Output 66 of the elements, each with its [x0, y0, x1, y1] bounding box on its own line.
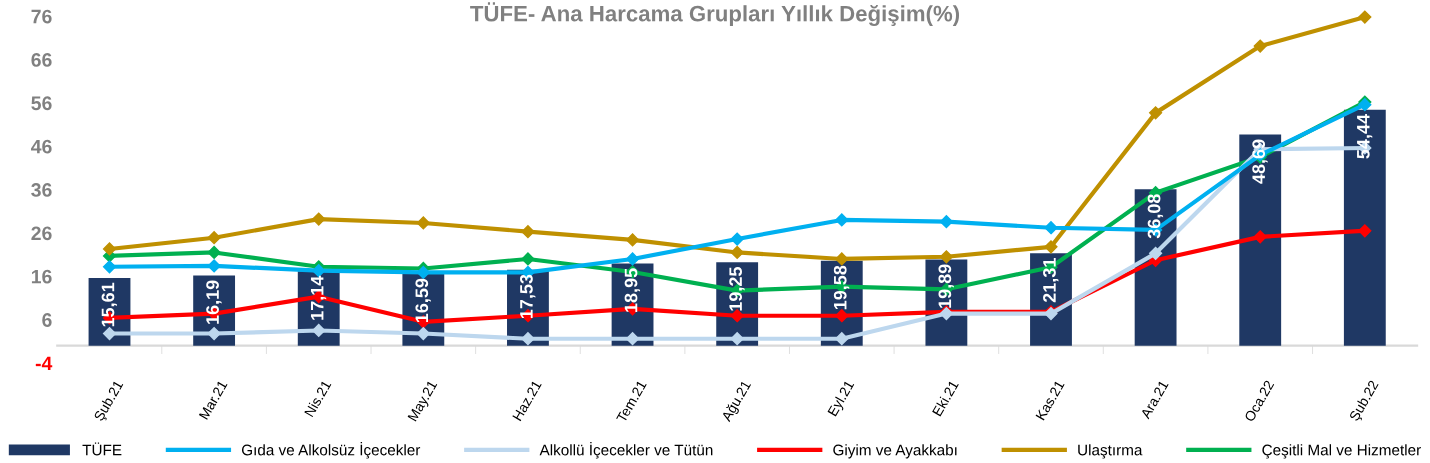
- point: [416, 265, 430, 279]
- data-label: 19,25: [729, 267, 745, 311]
- point: [939, 215, 953, 229]
- point: [102, 260, 117, 274]
- point: [835, 309, 849, 323]
- point: [207, 231, 221, 245]
- data-label: 48,69: [1252, 139, 1268, 184]
- point: [939, 250, 953, 264]
- point: [521, 332, 535, 346]
- point: [625, 233, 640, 247]
- point: [835, 213, 849, 227]
- y-tick-label: 16: [31, 269, 52, 284]
- point: [312, 323, 326, 338]
- point: [207, 326, 221, 341]
- chart-title: TÜFE- Ana Harcama Grupları Yıllık Değişim(%): [470, 2, 960, 26]
- y-tick-label: 6: [42, 313, 52, 327]
- point: [835, 252, 849, 266]
- data-label: 17,53: [520, 274, 536, 319]
- data-label: 54,44: [1357, 114, 1373, 159]
- bar: [1343, 109, 1386, 346]
- point: [416, 326, 430, 341]
- point: [521, 252, 535, 266]
- point: [730, 245, 744, 260]
- point: [312, 212, 326, 226]
- data-label: 16,19: [206, 280, 222, 324]
- point: [1044, 240, 1058, 254]
- legend-label: TÜFE: [82, 442, 122, 456]
- y-tick-label: 46: [31, 139, 52, 154]
- point: [730, 332, 744, 346]
- point: [1253, 39, 1267, 53]
- point: [416, 216, 430, 230]
- data-label: 15,61: [101, 282, 117, 327]
- point: [1253, 230, 1267, 244]
- legend-label: Alkollü İçecekler ve Tütün: [539, 442, 713, 459]
- point: [102, 242, 117, 256]
- data-label: 19,58: [833, 265, 850, 310]
- point: [730, 232, 744, 246]
- legend-label: Giyim ve Ayakkabı: [833, 444, 957, 459]
- point: [1149, 106, 1163, 120]
- bar: [1239, 134, 1282, 346]
- data-label: 18,95: [624, 268, 641, 312]
- y-tick-label: 36: [31, 183, 52, 197]
- point: [207, 259, 221, 273]
- y-tick-label: 26: [31, 226, 52, 241]
- point: [1044, 221, 1058, 235]
- y-tick-label: 76: [31, 9, 52, 24]
- point: [625, 252, 640, 266]
- point: [207, 245, 221, 260]
- data-label: 21,31: [1043, 258, 1059, 303]
- y-tick-label: -4: [35, 356, 53, 371]
- legend-label: Ulaştırma: [1078, 444, 1143, 459]
- data-label: 36,08: [1147, 194, 1164, 239]
- point: [1149, 246, 1163, 260]
- data-label: 19,89: [938, 264, 954, 308]
- data-label: 17,14: [310, 275, 327, 320]
- point: [102, 326, 117, 341]
- point: [521, 225, 535, 239]
- legend-label: Çeşitli Mal ve Hizmetler: [1262, 444, 1421, 459]
- point: [1358, 224, 1372, 238]
- y-tick-label: 56: [31, 96, 52, 111]
- legend-label: Gıda ve Alkolsüz İçecekler: [241, 442, 421, 459]
- point: [835, 332, 849, 346]
- point: [1358, 10, 1372, 24]
- y-tick-label: 66: [31, 53, 52, 67]
- data-label: 16,59: [415, 278, 431, 323]
- point: [625, 332, 640, 346]
